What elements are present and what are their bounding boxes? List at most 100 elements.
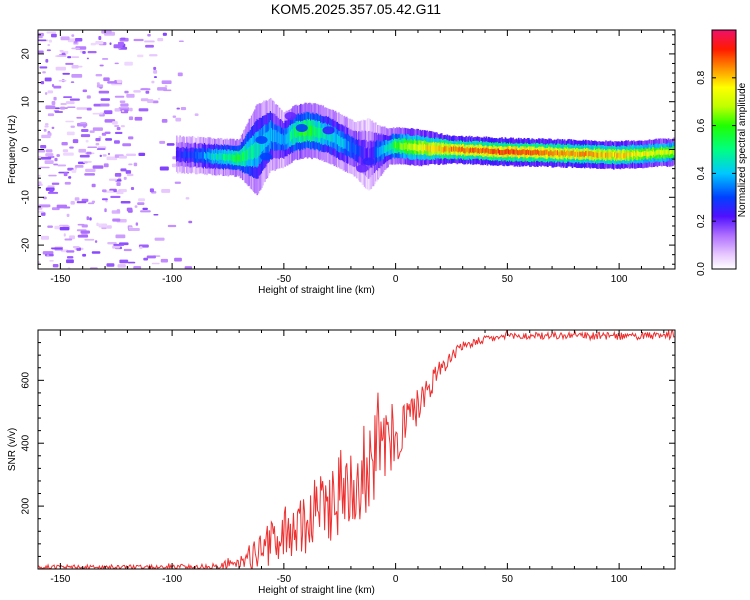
ridge-cell	[511, 148, 513, 154]
colorbar: 0.0 0.2 0.4 0.6 0.8 Normalized spectral ampli…	[696, 29, 748, 276]
noise-speckle	[176, 107, 180, 110]
ridge-cell	[458, 146, 461, 152]
noise-speckle	[51, 33, 57, 38]
ridge-cell	[534, 149, 537, 155]
noise-speckle	[86, 151, 92, 155]
ridge-cell	[539, 150, 541, 156]
ridge-cell	[236, 153, 239, 161]
ridge-cell	[373, 146, 376, 159]
noise-speckle	[123, 248, 132, 252]
spec-x-tick-label: 100	[611, 274, 628, 285]
noise-speckle	[47, 113, 55, 117]
noise-speckle	[65, 120, 74, 123]
noise-speckle	[43, 128, 47, 132]
ridge-cell	[351, 142, 354, 153]
ridge-cell	[600, 152, 603, 158]
noise-speckle	[140, 88, 151, 91]
noise-speckle	[82, 253, 87, 257]
noise-speckle	[47, 90, 54, 94]
noise-speckle	[71, 169, 77, 173]
ridge-cell	[365, 148, 368, 162]
ridge-cell	[315, 126, 318, 137]
noise-speckle	[61, 142, 68, 146]
noise-speckle	[100, 103, 110, 107]
ridge-cell	[453, 146, 455, 152]
noise-speckle	[95, 40, 104, 45]
ridge-cell	[296, 127, 299, 138]
ridge-cell	[621, 153, 624, 159]
ridge-cell	[281, 134, 283, 145]
ridge-cell	[327, 130, 330, 141]
noise-speckle	[81, 224, 88, 228]
noise-speckle	[85, 168, 96, 173]
ridge-cell	[559, 151, 561, 157]
ridge-cell	[603, 151, 606, 157]
ridge-cell	[241, 152, 244, 161]
noise-speckle	[40, 80, 45, 85]
ridge-cell	[660, 149, 663, 155]
noise-speckle	[77, 234, 89, 238]
ridge-cell	[571, 150, 574, 156]
snr-y-tick-label: 200	[21, 497, 32, 514]
ridge-cell	[473, 148, 475, 154]
noise-speckle	[98, 90, 110, 94]
ridge-cell	[306, 125, 309, 136]
noise-speckle	[94, 240, 98, 243]
ridge-cell	[177, 150, 179, 157]
noise-speckle	[63, 233, 66, 237]
noise-speckle	[99, 64, 104, 67]
snr-x-tick-label: -100	[162, 574, 182, 585]
ridge-cell	[389, 143, 392, 150]
ridge-cell	[553, 150, 556, 156]
ridge-cell	[361, 145, 364, 158]
noise-speckle	[56, 204, 68, 209]
noise-speckle	[76, 247, 81, 251]
ridge-cell	[396, 141, 398, 149]
ridge-cell	[196, 152, 198, 159]
noise-speckle	[64, 181, 71, 185]
ridge-cell	[278, 132, 281, 144]
noise-speckle	[161, 189, 171, 193]
noise-speckle	[101, 132, 107, 136]
noise-speckle	[60, 106, 66, 110]
ridge-cell	[400, 143, 403, 150]
noise-speckle	[104, 208, 107, 213]
ridge-cell	[253, 143, 255, 159]
noise-speckle	[166, 143, 175, 146]
noise-speckle	[41, 212, 46, 216]
ridge-cell	[578, 152, 580, 158]
noise-speckle	[45, 153, 54, 157]
ridge-cell	[284, 133, 287, 144]
noise-speckle	[67, 106, 76, 109]
ridge-cell	[333, 132, 336, 143]
noise-speckle	[73, 41, 78, 44]
ridge-cell	[403, 142, 406, 150]
noise-speckle	[64, 238, 73, 241]
ridge-cell	[479, 147, 482, 153]
ridge-cell	[672, 148, 674, 154]
noise-speckle	[99, 154, 102, 157]
noise-speckle	[84, 238, 95, 241]
ridge-cell	[452, 146, 454, 152]
noise-speckle	[151, 80, 155, 84]
ridge-cell	[513, 149, 516, 155]
noise-speckle	[42, 71, 46, 74]
ridge-cell	[627, 153, 630, 159]
noise-speckle	[69, 235, 75, 240]
ridge-cell	[531, 150, 534, 156]
noise-speckle	[122, 143, 132, 147]
ridge-cell	[650, 150, 653, 156]
ridge-cell	[348, 141, 350, 152]
snr-x-tick-label: -150	[50, 574, 70, 585]
ridge-cell	[590, 151, 593, 157]
noise-speckle	[66, 131, 75, 136]
ridge-cell	[457, 147, 460, 153]
ridge-cell	[668, 150, 671, 156]
noise-speckle	[66, 256, 74, 259]
ridge-cell	[371, 147, 374, 160]
ridge-cell	[581, 151, 584, 157]
ridge-cell	[630, 151, 633, 158]
ridge-cell	[383, 145, 386, 154]
ridge-cell	[178, 150, 180, 158]
ridge-cell	[533, 149, 536, 155]
